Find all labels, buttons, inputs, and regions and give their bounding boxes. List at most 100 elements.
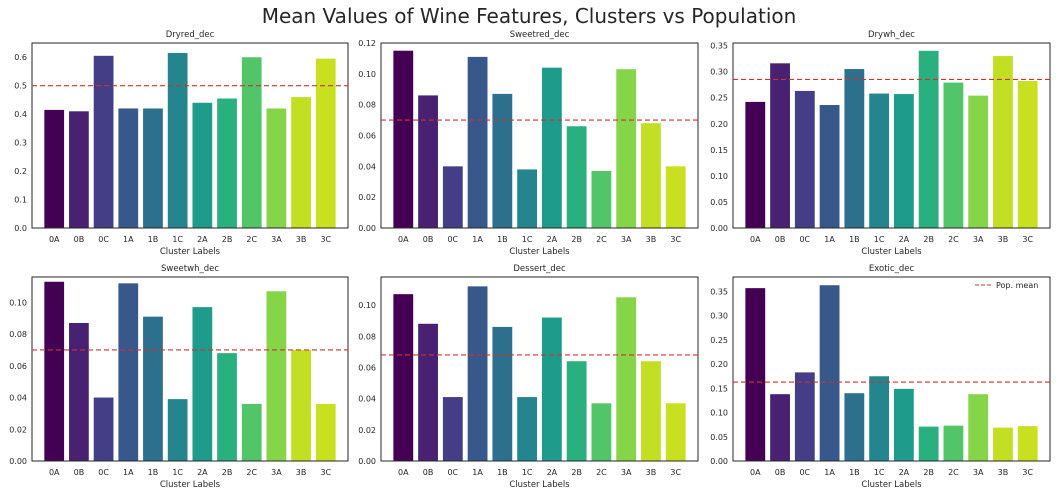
subplot-2: 0.00 0.02 0.04 0.06 0.08 0.10 0.12 0A 0B 0C 1A 1B 1C… [358, 30, 699, 257]
x-tick-label: 1A [123, 468, 134, 477]
x-tick-label: 0A [49, 235, 60, 244]
bar-2C [241, 403, 262, 461]
y-tick-label: 0.00 [358, 457, 376, 466]
x-tick-label: 0C [98, 235, 109, 244]
y-tick-label: 0.35 [710, 288, 728, 297]
y-tick-label: 0.06 [9, 362, 27, 371]
y-tick-label: 0.15 [710, 146, 728, 155]
bar-1B [844, 393, 865, 461]
bar-2A [541, 67, 562, 229]
bar-0A [745, 288, 766, 461]
y-tick-label: 0.0 [14, 224, 27, 233]
y-tick-label: 0.04 [9, 394, 27, 403]
x-tick-label: 2B [923, 235, 934, 244]
bar-3C [1017, 81, 1038, 228]
x-tick-label: 3A [621, 468, 632, 477]
bar-3B [993, 56, 1013, 228]
y-tick-label: 0.04 [358, 395, 376, 404]
x-tick-label: 0C [98, 468, 109, 477]
bar-0C [794, 372, 815, 461]
bar-0B [69, 111, 89, 228]
bar-0B [770, 394, 790, 461]
x-tick-label: 1A [472, 468, 483, 477]
x-tick-label: 2C [246, 468, 257, 477]
figure-title: Mean Values of Wine Features, Clusters v… [261, 4, 797, 28]
x-tick-label: 1C [522, 468, 533, 477]
x-tick-label: 2A [197, 235, 208, 244]
y-tick-label: 0.20 [710, 360, 728, 369]
x-tick-label: 1B [497, 468, 508, 477]
x-tick-label: 3B [998, 235, 1009, 244]
x-tick-label: 0B [423, 468, 434, 477]
bar-2A [893, 388, 914, 461]
y-tick-label: 0.08 [358, 332, 376, 341]
bar-3A [968, 394, 989, 461]
x-tick-label: 3B [998, 468, 1009, 477]
bar-1A [819, 285, 840, 461]
bar-1C [869, 93, 890, 229]
bar-0C [93, 55, 114, 228]
x-tick-label: 2B [571, 235, 582, 244]
subplot-5: 0.00 0.02 0.04 0.06 0.08 0.10 0A 0B 0C 1A 1B 1C 2A 2B… [358, 264, 699, 490]
bar-2C [943, 82, 964, 228]
bar-1C [167, 399, 188, 461]
subplot-3: 0.00 0.05 0.10 0.15 0.20 0.25 0.30 0.35 0A 0B 0C 1A… [710, 30, 1051, 257]
y-tick-label: 0.20 [710, 120, 728, 129]
x-tick-label: 2C [596, 235, 607, 244]
x-tick-label: 2A [547, 235, 558, 244]
x-tick-label: 3C [1022, 235, 1033, 244]
bar-3C [1017, 426, 1038, 461]
bar-2B [217, 98, 237, 228]
bar-2B [566, 361, 587, 461]
x-tick-label: 3C [670, 235, 681, 244]
bar-0A [745, 101, 766, 228]
axes-frame [380, 42, 699, 229]
y-tick-label: 0.10 [710, 409, 728, 418]
y-tick-label: 0.12 [358, 39, 376, 48]
x-tick-label: 3B [646, 235, 657, 244]
axes-frame [31, 276, 349, 462]
x-tick-label: 0B [423, 235, 434, 244]
bar-1B [844, 69, 865, 228]
x-tick-label: 0A [750, 468, 761, 477]
x-tick-label: 1A [824, 468, 835, 477]
bar-3A [266, 291, 287, 461]
bar-2A [192, 307, 213, 461]
legend: Pop. mean [975, 281, 1038, 290]
x-tick-label: 2C [246, 235, 257, 244]
y-tick-label: 0.1 [14, 196, 27, 205]
y-tick-label: 0.2 [14, 167, 27, 176]
subplot-title: Exotic_dec [869, 264, 915, 274]
subplot-1: 0.0 0.1 0.2 0.3 0.4 0.5 0.6 0A 0B 0C 1A 1B 1C 2A 2B 2C 3… [14, 30, 349, 257]
y-tick-label: 0.30 [710, 68, 728, 77]
bar-3C [315, 58, 336, 229]
y-tick-label: 0.6 [14, 53, 27, 62]
bar-1C [869, 376, 890, 461]
y-tick-label: 0.35 [710, 42, 728, 51]
x-tick-label: 1B [849, 468, 860, 477]
bar-1B [143, 316, 163, 461]
x-tick-label: 2C [948, 235, 959, 244]
y-tick-label: 0.04 [358, 162, 376, 171]
x-tick-label: 3B [296, 235, 307, 244]
bar-2C [943, 425, 964, 461]
bar-1A [467, 56, 488, 228]
x-tick-label: 0B [74, 468, 85, 477]
x-tick-label: 2B [571, 468, 582, 477]
x-tick-label: 1B [148, 468, 159, 477]
x-tick-label: 3A [973, 235, 984, 244]
axes-frame [732, 42, 1051, 229]
x-tick-label: 1C [522, 235, 533, 244]
y-tick-label: 0.02 [358, 426, 376, 435]
bar-3A [266, 108, 287, 228]
x-tick-label: 1B [497, 235, 508, 244]
bar-0A [393, 294, 414, 461]
bar-2C [591, 170, 612, 228]
y-tick-label: 0.00 [9, 457, 27, 466]
bar-2B [918, 426, 939, 461]
bar-3A [968, 95, 989, 228]
bar-0A [44, 281, 65, 461]
bar-2B [217, 353, 237, 461]
axes-frame [380, 276, 699, 462]
y-tick-label: 0.00 [710, 224, 728, 233]
